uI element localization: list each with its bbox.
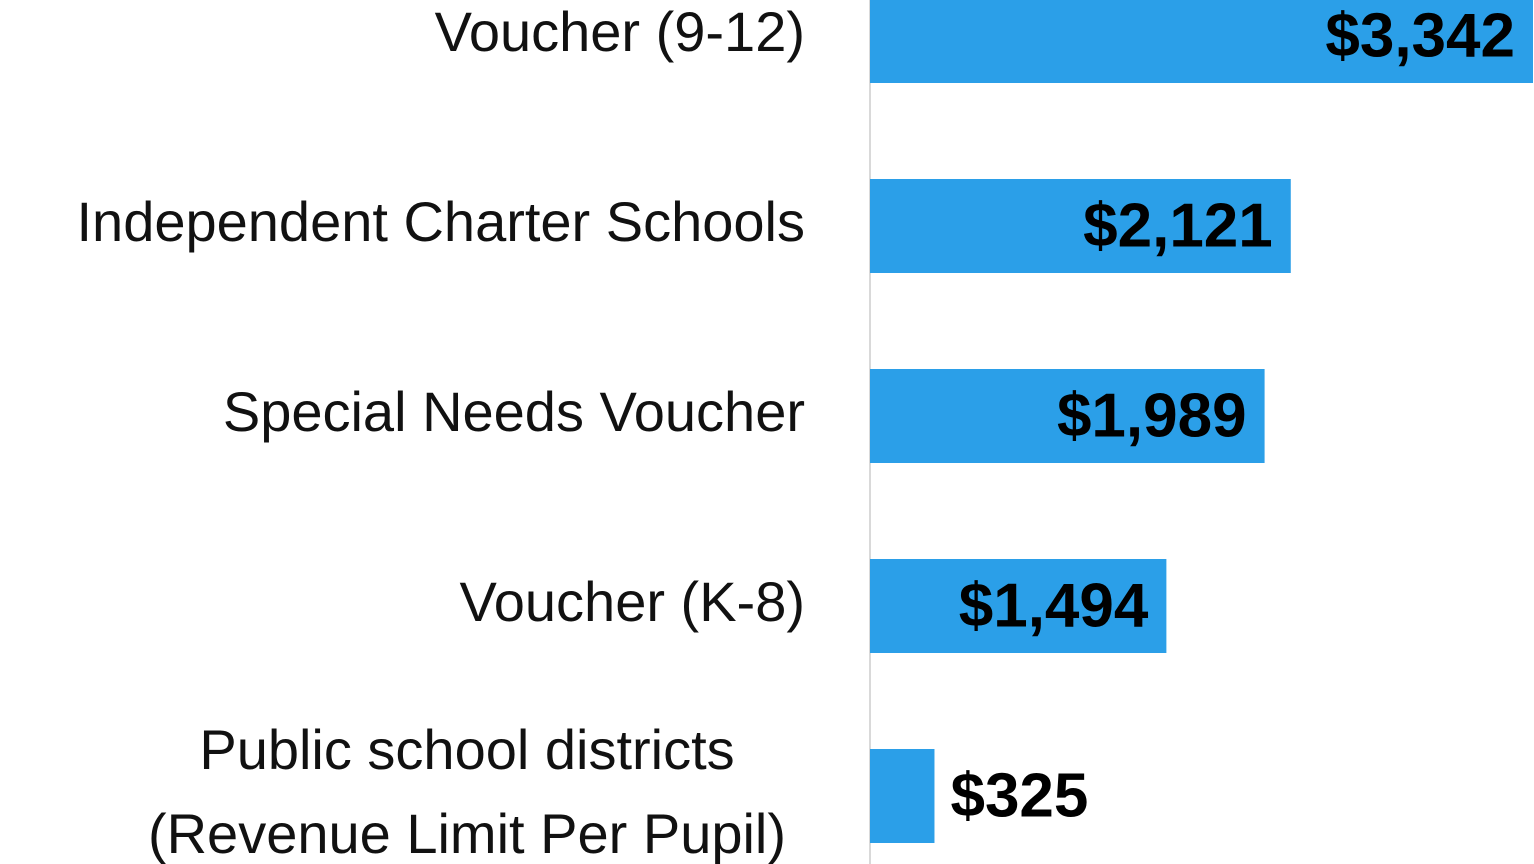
value-label: $3,342 [1325,1,1515,70]
bar [870,179,1291,273]
category-label: Independent Charter Schools [77,190,806,253]
bar [870,749,935,843]
category-label: Voucher (9-12) [435,0,805,63]
category-label: Special Needs Voucher [223,380,805,443]
bar [870,559,1167,653]
category-label: Public school districts (Revenue Limit Pe… [148,718,786,864]
bar [870,0,1533,83]
value-label: $1,494 [959,571,1149,640]
value-label: $2,121 [1083,191,1273,260]
value-label: $1,989 [1057,381,1247,450]
value-label: $325 [950,761,1088,830]
category-label: Voucher (K-8) [460,570,806,633]
bar [870,369,1265,463]
